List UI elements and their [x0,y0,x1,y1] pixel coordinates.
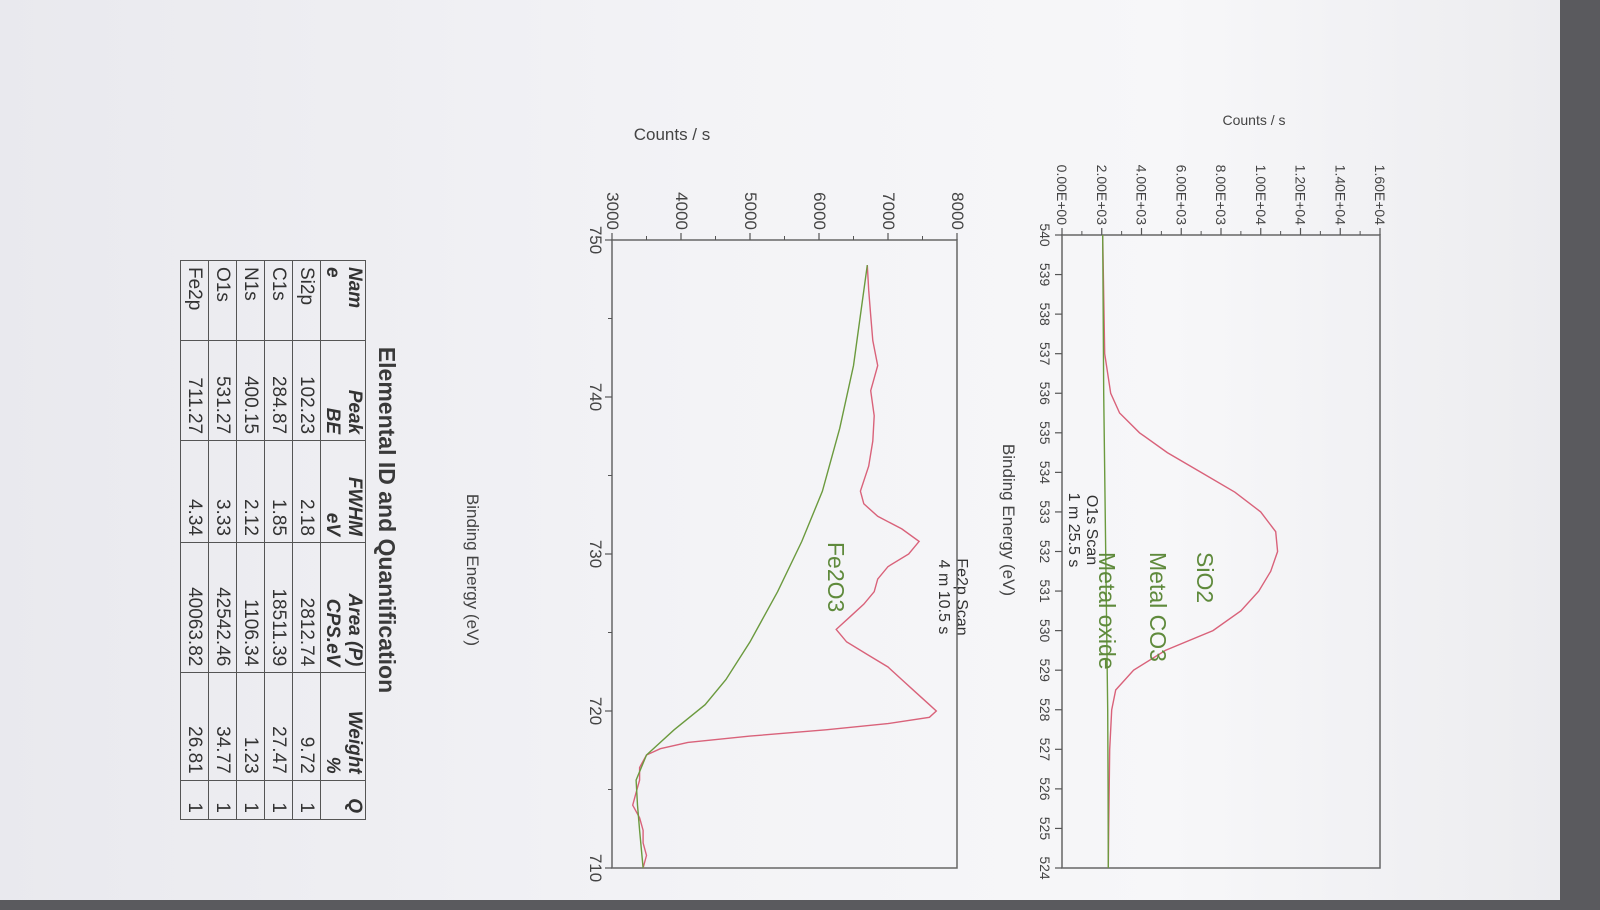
y-tick-label: 3000 [603,192,622,230]
y-tick-label: 6.00E+03 [1173,165,1189,226]
cell-name: O1s [208,260,237,341]
y-tick-label: 6000 [810,192,829,230]
col-header-q: Q [320,780,366,820]
x-tick-label: 530 [1037,619,1053,643]
cell-weight: 34.77 [208,672,237,781]
cell-name: C1s [264,260,293,341]
quantification-table: Nam e Peak BE FWHM eV Area (P) CPS.eV Weight… [180,260,366,820]
series-line-background [635,265,868,869]
cell-q: 1 [236,780,265,820]
x-tick-label: 538 [1037,302,1053,326]
cell-fwhm: 2.12 [236,440,265,543]
x-tick-label: 529 [1037,659,1053,683]
peak-label: SiO2 [1192,552,1218,603]
cell-fwhm: 1.85 [264,440,293,543]
x-tick-label: 533 [1037,500,1053,524]
cell-peak: 284.87 [264,340,293,441]
cell-peak: 102.23 [292,340,321,441]
cell-peak: 400.15 [236,340,265,441]
y-tick-label: 4.00E+03 [1134,165,1150,226]
x-tick-label: 537 [1037,342,1053,366]
table-row: O1s 531.27 3.33 42542.46 34.77 1 [208,260,237,820]
cell-q: 1 [292,780,321,820]
x-tick-label: 531 [1037,579,1053,603]
cell-weight: 1.23 [236,672,265,781]
table-row: Fe2p 711.27 4.34 40063.82 26.81 1 [180,260,209,820]
x-tick-label: 540 [1037,223,1053,247]
table-title: Elemental ID and Quantification [374,346,400,694]
cell-name: Fe2p [180,260,209,341]
cell-weight: 9.72 [292,672,321,781]
y-tick-label: 1.00E+04 [1253,165,1269,226]
fe2p-xlabel: Binding Energy (eV) [463,493,482,647]
cell-area: 18511.39 [264,542,293,673]
series-line-envelope [1102,234,1279,869]
y-tick-label: 8.00E+03 [1213,165,1229,226]
cell-peak: 531.27 [208,340,237,441]
table-row: N1s 400.15 2.12 1106.34 1.23 1 [236,260,265,820]
col-header-area: Area (P) CPS.eV [320,542,366,673]
y-tick-label: 1.40E+04 [1332,165,1348,226]
y-tick-label: 8000 [948,192,967,230]
x-tick-label: 535 [1037,421,1053,445]
fe2p-chart: 3000 4000 5000 6000 7000 8000 750 740 730 720 710 F… [586,192,967,882]
table-header-row: Nam e Peak BE FWHM eV Area (P) CPS.eV Weight… [320,260,366,820]
x-tick-label: 532 [1037,540,1053,564]
x-tick-label: 539 [1037,263,1053,287]
cell-area: 2812.74 [292,542,321,673]
col-header-weight: Weight% [320,672,366,781]
x-tick-label: 730 [586,540,605,568]
series-line-background [1102,234,1109,869]
x-tick-label: 526 [1037,777,1053,801]
peak-label: Metal oxide [1094,552,1120,670]
cell-fwhm: 4.34 [180,440,209,543]
cell-fwhm: 2.18 [292,440,321,543]
cell-area: 40063.82 [180,542,209,673]
col-header-fwhm: FWHM eV [320,440,366,543]
peak-label: Fe2O3 [823,542,849,612]
x-tick-label: 710 [586,854,605,882]
x-tick-label: 720 [586,697,605,725]
col-header-peak: Peak BE [320,340,366,441]
x-tick-label: 527 [1037,738,1053,762]
peak-label: Metal CO3 [1145,552,1171,662]
cell-area: 42542.46 [208,542,237,673]
y-tick-label: 4000 [672,192,691,230]
y-tick-label: 5000 [741,192,760,230]
x-tick-label: 740 [586,383,605,411]
col-header-name: Nam e [320,260,366,341]
cell-weight: 26.81 [180,672,209,781]
y-tick-label: 1.60E+04 [1372,165,1388,226]
plot-frame [611,239,958,869]
cell-area: 1106.34 [236,542,265,673]
x-tick-label: 750 [586,226,605,254]
cell-q: 1 [264,780,293,820]
y-tick-label: 0.00E+00 [1054,165,1070,226]
o1s-chart: 0.00E+00 2.00E+03 4.00E+03 6.00E+03 8.00E+03… [1037,165,1388,880]
y-tick-label: 2.00E+03 [1094,165,1110,226]
cell-weight: 27.47 [264,672,293,781]
cell-name: Si2p [292,260,321,341]
x-tick-label: 536 [1037,382,1053,406]
cell-name: N1s [236,260,265,341]
table-row: C1s 284.87 1.85 18511.39 27.47 1 [264,260,293,820]
x-tick-label: 524 [1037,856,1053,880]
cell-peak: 711.27 [180,340,209,441]
rotated-report: O1s Scan 1 m 25.5 s Counts / s 0.00E+00 2… [122,112,1412,910]
x-tick-label: 534 [1037,461,1053,485]
x-tick-label: 525 [1037,817,1053,841]
x-tick-label: 528 [1037,698,1053,722]
cell-q: 1 [180,780,209,820]
paper-sheet: O1s Scan 1 m 25.5 s Counts / s 0.00E+00 2… [0,0,1560,900]
o1s-xlabel: Binding Energy (eV) [999,443,1018,597]
table-row: Si2p 102.23 2.18 2812.74 9.72 1 [292,260,321,820]
cell-fwhm: 3.33 [208,440,237,543]
y-tick-label: 7000 [879,192,898,230]
y-tick-label: 1.20E+04 [1293,165,1309,226]
series-line-envelope [631,265,938,869]
cell-q: 1 [208,780,237,820]
